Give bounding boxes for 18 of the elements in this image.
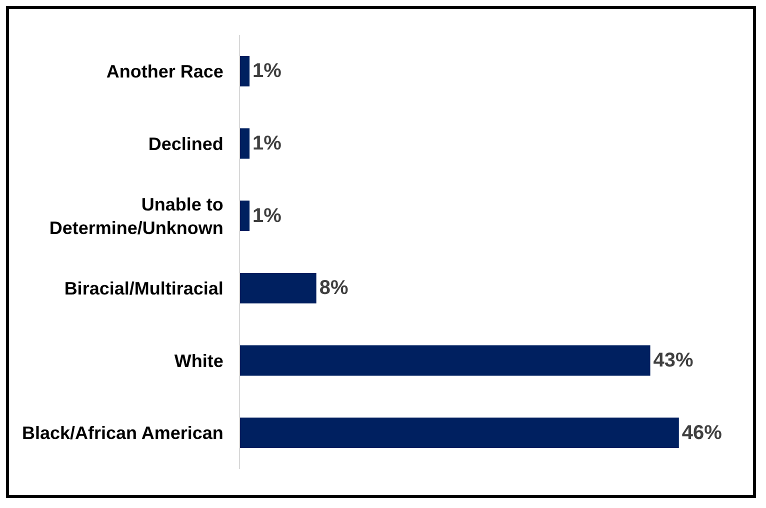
data-label: 1% <box>252 60 282 82</box>
bar <box>240 418 679 448</box>
y-tick-label: Declined <box>148 134 224 154</box>
y-tick-label: Black/African American <box>22 423 224 444</box>
bar <box>240 345 650 376</box>
y-tick-label: Unable to Determine/Unknown <box>49 194 224 238</box>
bar <box>240 56 250 86</box>
data-label: 46% <box>682 422 722 444</box>
y-tick-label: White <box>174 350 224 371</box>
bar <box>240 272 316 304</box>
y-tick-label: Another Race <box>106 61 224 82</box>
data-label: 1% <box>252 132 282 154</box>
data-label: 43% <box>653 350 694 372</box>
y-tick-label: Biracial/Multiracial <box>64 278 224 298</box>
data-label: 1% <box>252 204 282 227</box>
data-label: 8% <box>319 277 348 300</box>
bar <box>240 200 250 232</box>
bar <box>240 128 250 159</box>
